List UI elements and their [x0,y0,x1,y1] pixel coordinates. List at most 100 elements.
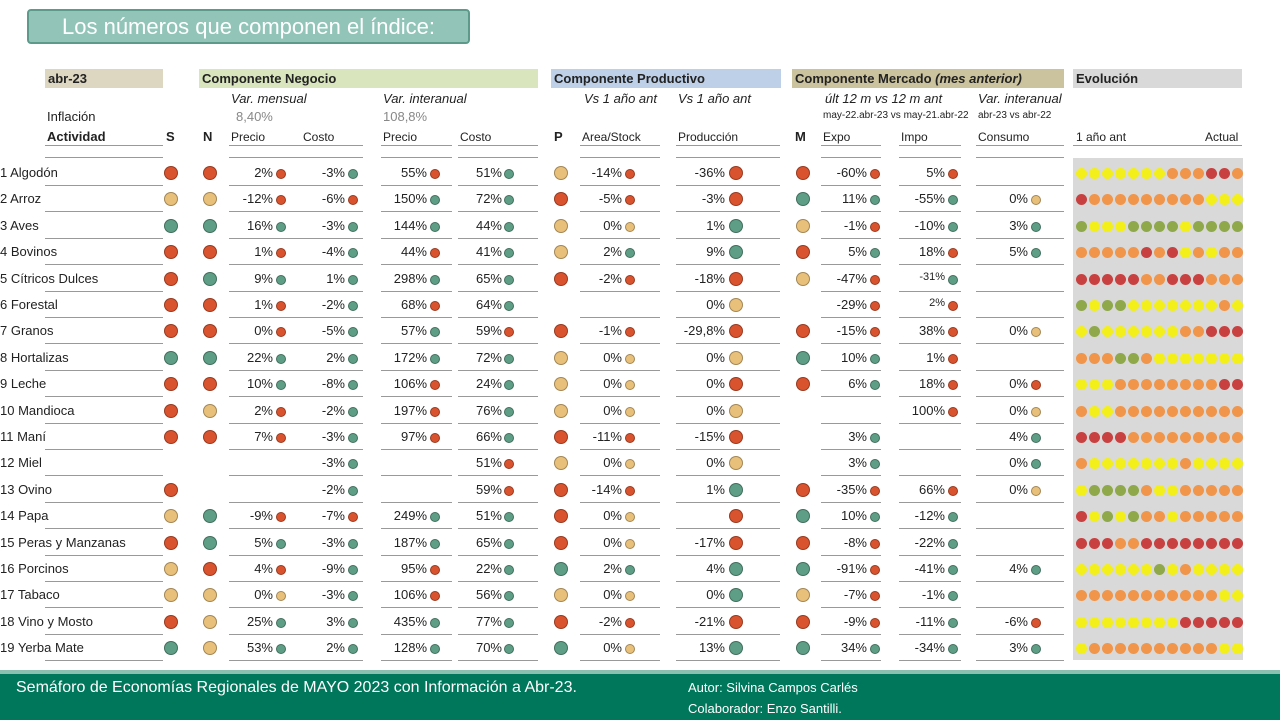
impo-value: -34% [914,640,945,655]
impo-value: 1% [926,350,945,365]
activity-name: 10 Mandioca [0,403,75,418]
activity-label: Actividad [47,129,106,144]
cm-value: -3% [321,165,345,180]
page-title: Los números que componen el índice: [27,9,470,44]
cm-indicator [348,354,358,364]
pm-indicator [276,433,286,443]
m-indicator [796,509,810,523]
pm-value: 0% [254,587,273,602]
row-divider [976,607,1064,608]
pm-value: 25% [246,614,273,629]
evolution-dot [1128,432,1139,443]
ci-indicator [504,354,514,364]
impo-value: 18% [918,376,945,391]
evolution-dot [1076,590,1087,601]
cm-value: -4% [321,244,345,259]
row-divider [821,343,881,344]
n-indicator [203,536,217,550]
expo-indicator [870,539,880,549]
row-divider [676,660,780,661]
impo-indicator [948,512,958,522]
pm-value: -12% [242,191,273,206]
evolution-dot [1167,432,1178,443]
area-value: 2% [603,561,622,576]
impo-indicator [948,275,958,285]
row-divider [976,211,1064,212]
pi-value: 197% [393,403,427,418]
row-divider [976,555,1064,556]
ci-indicator [504,195,514,205]
pi-value: 57% [400,323,427,338]
evolution-dot [1232,274,1243,285]
evolution-dot [1154,617,1165,628]
ci-value: 59% [475,482,502,497]
pi-indicator [430,512,440,522]
evolution-dot [1167,221,1178,232]
cm-value: 2% [326,640,345,655]
evolution-dot [1167,247,1178,258]
row-divider [676,581,780,582]
mercado-range1: may-22.abr-23 vs may-21.abr-22 [823,110,969,121]
cm-value: -6% [321,191,345,206]
evolution-dot [1154,432,1165,443]
evolution-dot [1128,247,1139,258]
prod-value: -3% [701,191,725,206]
evolution-dot [1219,353,1230,364]
s-indicator [164,324,178,338]
negocio-band: Componente Negocio [199,69,538,88]
evolution-dot [1089,406,1100,417]
impo-indicator [948,539,958,549]
row-divider [899,449,961,450]
row-divider [45,317,163,318]
evolution-dot [1115,326,1126,337]
ci-indicator [504,618,514,628]
impo-indicator [948,354,958,364]
prod-indicator [729,192,743,206]
evolution-dot [1141,432,1152,443]
row-divider [229,145,306,146]
ci-indicator [504,380,514,390]
evolution-dot [1102,458,1113,469]
n-indicator [203,404,217,418]
ci-value: 70% [475,640,502,655]
evolution-dot [1180,194,1191,205]
row-divider [229,370,306,371]
evolution-dot [1076,168,1087,179]
evolution-dot [1154,194,1165,205]
cons-value: 0% [1009,403,1028,418]
prod-value: -29,8% [683,323,725,338]
cm-indicator [348,169,358,179]
n-indicator [203,324,217,338]
row-divider [676,475,780,476]
row-divider [458,581,538,582]
row-divider [45,157,163,158]
row-divider [580,317,660,318]
prod-indicator [729,219,743,233]
row-divider [458,343,538,344]
prod-value: 0% [706,587,725,602]
n-indicator [203,615,217,629]
evolution-dot [1219,643,1230,654]
p-indicator [554,404,568,418]
expo-indicator [870,222,880,232]
pi-value: 435% [393,614,427,629]
mercado-title: Componente Mercado [795,71,932,86]
expo-indicator [870,433,880,443]
evolution-dot [1154,353,1165,364]
row-divider [821,145,881,146]
row-divider [229,634,306,635]
prod-indicator [729,166,743,180]
cm-value: -2% [321,482,345,497]
evolution-dot [1128,379,1139,390]
pm-value: 10% [246,376,273,391]
area-indicator [625,275,635,285]
expo-value: 34% [840,640,867,655]
row-divider [676,607,780,608]
ci-value: 66% [475,429,502,444]
costo-mensual-header: Costo [303,130,335,144]
row-divider [676,370,780,371]
row-divider [303,660,363,661]
row-divider [676,157,780,158]
pi-indicator [430,591,440,601]
pi-indicator [430,327,440,337]
